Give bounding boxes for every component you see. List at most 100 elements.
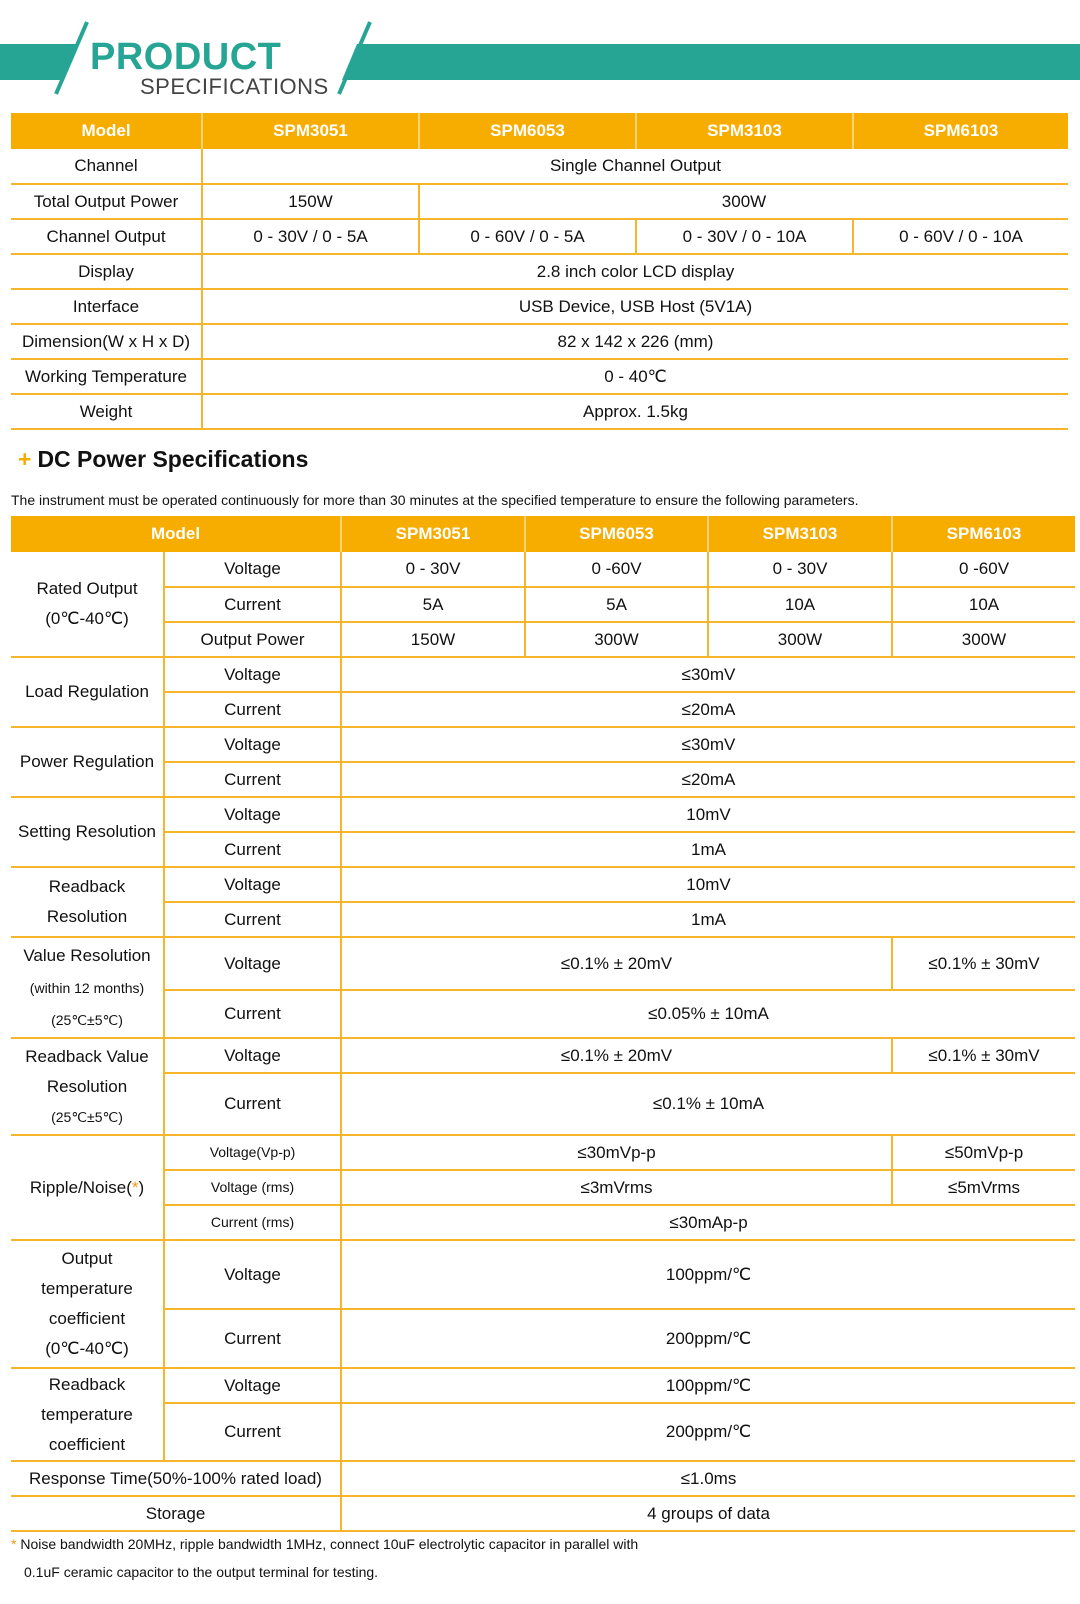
param-label: Current — [162, 832, 342, 868]
cell: 300W — [707, 622, 893, 658]
param-label: Voltage — [162, 867, 342, 903]
label-line: Resolution — [46, 1076, 128, 1096]
table-row: Rated Output (0℃-40℃) Voltage 0 - 30V 0 -6… — [11, 552, 1076, 658]
param-label: Current — [162, 1073, 342, 1136]
group-label: Readback Resolution — [11, 867, 164, 938]
cell: ≤0.1% ± 20mV — [340, 1038, 893, 1074]
cell: 4 groups of data — [340, 1496, 1076, 1532]
banner-subtitle: SPECIFICATIONS — [140, 74, 329, 99]
header-cell: Model — [11, 113, 202, 149]
param-label: Voltage — [162, 937, 342, 991]
cell: 10mV — [340, 797, 1076, 833]
product-spec-table: Model SPM3051 SPM6053 SPM3103 SPM6103 Ch… — [11, 113, 1068, 430]
cell: 0 - 30V / 0 - 5A — [201, 219, 419, 255]
table-row: Total Output Power 150W 300W — [11, 184, 1068, 220]
cell: 200ppm/℃ — [340, 1403, 1076, 1462]
group-label: Setting Resolution — [11, 797, 164, 868]
cell: 0 - 60V / 0 - 10A — [852, 219, 1068, 255]
param-label: Current — [162, 902, 342, 938]
label-line: (25℃±5℃) — [51, 1011, 123, 1028]
cell: ≤5mVrms — [891, 1170, 1076, 1206]
row-label: Display — [11, 254, 202, 290]
cell: 2.8 inch color LCD display — [201, 254, 1068, 290]
param-label: Voltage — [162, 1038, 342, 1074]
cell: ≤3mVrms — [340, 1170, 893, 1206]
label-line: Resolution — [46, 907, 128, 926]
row-label: Working Temperature — [11, 359, 202, 395]
dc-power-spec-table: Model SPM3051 SPM6053 SPM3103 SPM6103 Ra… — [11, 516, 1076, 1532]
label-line: (0℃-40℃) — [45, 1339, 129, 1358]
label-line: Readback — [48, 877, 126, 896]
table-header: Model SPM3051 SPM6053 SPM3103 SPM6103 — [11, 516, 1076, 552]
table-row: Current (rms) ≤30mAp-p — [11, 1205, 1076, 1241]
label-line: Rated Output — [36, 579, 138, 598]
header-cell: SPM6103 — [852, 113, 1068, 149]
row-label: Channel Output — [11, 219, 202, 255]
table-row: Output Power 150W 300W 300W 300W — [11, 622, 1076, 658]
cell: 5A — [524, 587, 709, 623]
cell: ≤1.0ms — [340, 1461, 1076, 1497]
cell: 300W — [418, 184, 1068, 220]
cell: 0 - 30V / 0 - 10A — [635, 219, 853, 255]
label-line: Readback — [48, 1374, 126, 1394]
plus-icon: + — [18, 446, 32, 472]
table-row: Load Regulation Voltage ≤30mV — [11, 657, 1076, 728]
footnote-text: Noise bandwidth 20MHz, ripple bandwidth … — [16, 1536, 639, 1552]
cell: Single Channel Output — [201, 149, 1068, 185]
group-label: Readback temperature coefficient — [11, 1368, 164, 1462]
cell: 10A — [891, 587, 1076, 623]
table-row: Value Resolution (within 12 months) (25℃±5… — [11, 937, 1076, 1039]
param-label: Voltage (rms) — [162, 1170, 342, 1206]
label-line: (within 12 months) — [29, 979, 145, 996]
table-row: Dimension(W x H x D) 82 x 142 x 226 (mm) — [11, 324, 1068, 360]
banner-graphic — [0, 21, 1080, 95]
cell: ≤30mV — [340, 657, 1076, 693]
label-line: temperature — [41, 1279, 133, 1298]
cell: ≤20mA — [340, 692, 1076, 728]
label-line: (0℃-40℃) — [45, 609, 129, 628]
group-label: Output temperature coefficient (0℃-40℃) — [11, 1240, 164, 1369]
row-label: Weight — [11, 394, 202, 430]
row-label: Total Output Power — [11, 184, 202, 220]
table-row: Setting Resolution Voltage 10mV — [11, 797, 1076, 868]
table-row: Interface USB Device, USB Host (5V1A) — [11, 289, 1068, 325]
table-row: Output temperature coefficient (0℃-40℃) Volt… — [11, 1240, 1076, 1369]
section-title: + DC Power Specifications — [18, 446, 308, 473]
table-row: Current 5A 5A 10A 10A — [11, 587, 1076, 623]
table-row: Weight Approx. 1.5kg — [11, 394, 1068, 430]
asterisk-mark: * — [131, 1177, 139, 1197]
group-label: Load Regulation — [11, 657, 164, 728]
cell: 100ppm/℃ — [340, 1240, 1076, 1310]
group-label: Power Regulation — [11, 727, 164, 798]
cell: 150W — [201, 184, 419, 220]
cell: 0 -60V — [891, 552, 1076, 588]
param-label: Current — [162, 1309, 342, 1369]
table-row: Readback Resolution Voltage 10mV — [11, 867, 1076, 938]
param-label: Current (rms) — [162, 1205, 342, 1241]
cell: 150W — [340, 622, 526, 658]
cell: ≤30mVp-p — [340, 1135, 893, 1171]
param-label: Voltage — [162, 727, 342, 763]
row-label: Storage — [11, 1496, 342, 1532]
table-row: Current ≤0.1% ± 10mA — [11, 1073, 1076, 1136]
table-row: Power Regulation Voltage ≤30mV — [11, 727, 1076, 798]
banner-title: PRODUCT — [90, 36, 282, 78]
header-cell: SPM6053 — [524, 516, 709, 552]
table-row: Working Temperature 0 - 40℃ — [11, 359, 1068, 395]
cell: 1mA — [340, 902, 1076, 938]
header-cell: SPM3051 — [340, 516, 526, 552]
cell: ≤0.05% ± 10mA — [340, 990, 1076, 1039]
table-row: Readback Value Resolution (25℃±5℃) Voltage ≤… — [11, 1038, 1076, 1136]
param-label: Voltage — [162, 1240, 342, 1310]
cell: 0 - 60V / 0 - 5A — [418, 219, 636, 255]
table-row: Response Time(50%-100% rated load) ≤1.0ms — [11, 1461, 1076, 1497]
param-label: Current — [162, 762, 342, 798]
cell: 0 - 30V — [340, 552, 526, 588]
footnote-line-1: * Noise bandwidth 20MHz, ripple bandwidt… — [11, 1536, 638, 1552]
param-label: Current — [162, 692, 342, 728]
label-line: coefficient — [48, 1434, 126, 1454]
table-row: Voltage (rms) ≤3mVrms ≤5mVrms — [11, 1170, 1076, 1206]
table-row: Storage 4 groups of data — [11, 1496, 1076, 1532]
footnote-line-2: 0.1uF ceramic capacitor to the output te… — [24, 1564, 379, 1580]
table-row: Ripple/Noise(*) Voltage(Vp-p) ≤30mVp-p ≤50m… — [11, 1135, 1076, 1241]
